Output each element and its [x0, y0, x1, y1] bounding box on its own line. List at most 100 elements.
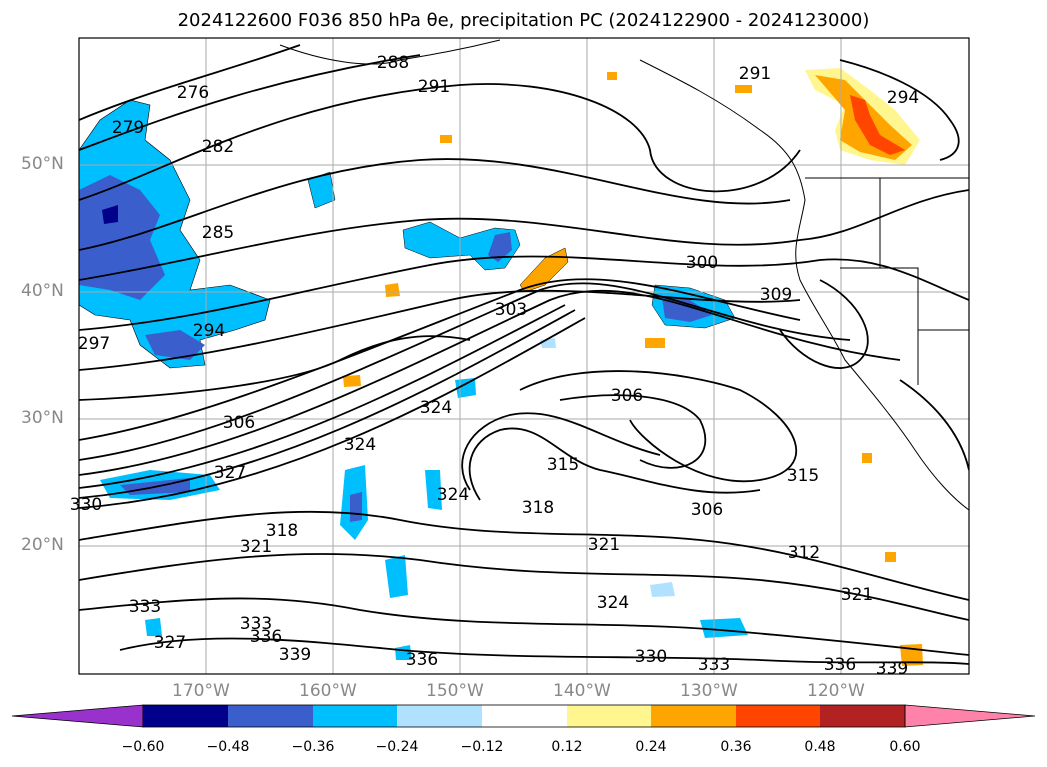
precip-positive-area	[440, 135, 452, 143]
colorbar-tick: 0.12	[551, 739, 583, 755]
contour-line	[79, 158, 791, 251]
lon-label: 170°W	[172, 681, 230, 701]
contour-line	[79, 44, 301, 121]
contour-label: 306	[611, 386, 643, 406]
precip-positive-area	[885, 552, 896, 562]
colorbar-tick: 0.60	[889, 739, 921, 755]
contour-label: 324	[597, 593, 629, 613]
graticule	[79, 38, 969, 674]
contour-label: 294	[193, 321, 225, 341]
colorbar-bin	[482, 705, 567, 727]
contour-label: 336	[406, 650, 438, 670]
contour-label: 327	[154, 633, 186, 653]
contour-line	[461, 412, 661, 491]
contour-label: 318	[522, 498, 554, 518]
contour-label: 312	[788, 543, 820, 563]
colorbar-tick: 0.24	[635, 739, 667, 755]
contour-label: 321	[240, 537, 272, 557]
contour-label: 321	[841, 585, 873, 605]
contour-label: 324	[437, 485, 469, 505]
precip-negative-area	[662, 298, 712, 322]
contour-label: 339	[279, 645, 311, 665]
precip-positive-area	[850, 95, 905, 155]
contour-line	[899, 379, 969, 471]
contour-line	[79, 189, 969, 281]
contour-label: 306	[691, 500, 723, 520]
contour-label: 324	[344, 435, 376, 455]
contour-line	[839, 59, 960, 161]
contour-label: 306	[223, 413, 255, 433]
contour-line	[79, 309, 576, 499]
precip-positive-area	[862, 453, 872, 463]
contour-label: 333	[129, 597, 161, 617]
colorbar-tick: −0.36	[291, 739, 335, 755]
contour-line	[79, 335, 471, 401]
colorbar-bin	[313, 705, 397, 727]
contour-label: 330	[635, 647, 667, 667]
colorbar-bin	[228, 705, 313, 727]
contour-label: 297	[78, 334, 110, 354]
contour-line	[79, 597, 969, 656]
colorbar-frame	[142, 704, 906, 728]
contour-line	[79, 255, 969, 331]
colorbar-tick: −0.24	[375, 739, 419, 755]
colorbar-bin	[736, 705, 820, 727]
lon-label: 150°W	[426, 681, 484, 701]
contour-label: 321	[588, 535, 620, 555]
precip-positive-area	[735, 85, 752, 93]
contour-line	[779, 279, 869, 369]
lon-label: 160°W	[299, 681, 357, 701]
theta-e-contours	[79, 44, 969, 665]
precip-negative-area	[385, 555, 408, 598]
contour-line	[79, 83, 801, 201]
contour-label: 324	[420, 398, 452, 418]
precip-negative-area	[650, 582, 675, 597]
contour-label: 339	[876, 659, 908, 679]
colorbar-tick: 0.48	[804, 739, 836, 755]
coastlines	[279, 39, 969, 511]
colorbar	[11, 704, 1036, 728]
contour-line	[79, 278, 801, 441]
contour-label: 291	[418, 77, 450, 97]
contour-line	[468, 427, 761, 501]
contour-label: 333	[698, 655, 730, 675]
lon-label: 120°W	[807, 681, 865, 701]
precip-negative-area	[350, 492, 362, 522]
lon-label: 130°W	[680, 681, 738, 701]
precip-negative-area	[145, 330, 205, 360]
precip-negative-area	[102, 205, 118, 224]
contour-label: 276	[177, 83, 209, 103]
contour-label: 318	[266, 521, 298, 541]
map-title: 2024122600 F036 850 hPa θe, precipitatio…	[177, 10, 870, 31]
coastline-alaska	[279, 39, 501, 65]
precip-negative-area	[145, 618, 162, 636]
colorbar-extend-low	[11, 704, 144, 728]
colorbar-bin	[651, 705, 736, 727]
colorbar-tick: −0.60	[121, 739, 165, 755]
precip-negative-area	[425, 470, 442, 510]
contour-label: 315	[547, 455, 579, 475]
contour-label: 315	[787, 466, 819, 486]
contour-label: 330	[70, 495, 102, 515]
contour-line	[559, 394, 707, 469]
precip-positive-area	[645, 338, 665, 348]
precip-positive-area	[607, 72, 617, 80]
contour-line	[119, 637, 969, 665]
precip-negative-area	[488, 232, 512, 262]
colorbar-bin	[567, 705, 651, 727]
colorbar-tick: −0.12	[460, 739, 504, 755]
contour-label: 336	[250, 627, 282, 647]
contour-label: 282	[202, 137, 234, 157]
border-line	[840, 267, 969, 331]
colorbar-bin	[143, 705, 228, 727]
precip-positive-area	[385, 283, 400, 297]
contour-label: 327	[214, 463, 246, 483]
contour-label: 288	[377, 53, 409, 73]
contour-label: 279	[112, 118, 144, 138]
colorbar-extend-high	[904, 704, 1036, 728]
contour-label: 336	[824, 655, 856, 675]
contour-line	[79, 317, 586, 509]
colorbar-bin	[820, 705, 905, 727]
contour-label: 291	[739, 64, 771, 84]
precip-positive-area	[343, 375, 361, 387]
